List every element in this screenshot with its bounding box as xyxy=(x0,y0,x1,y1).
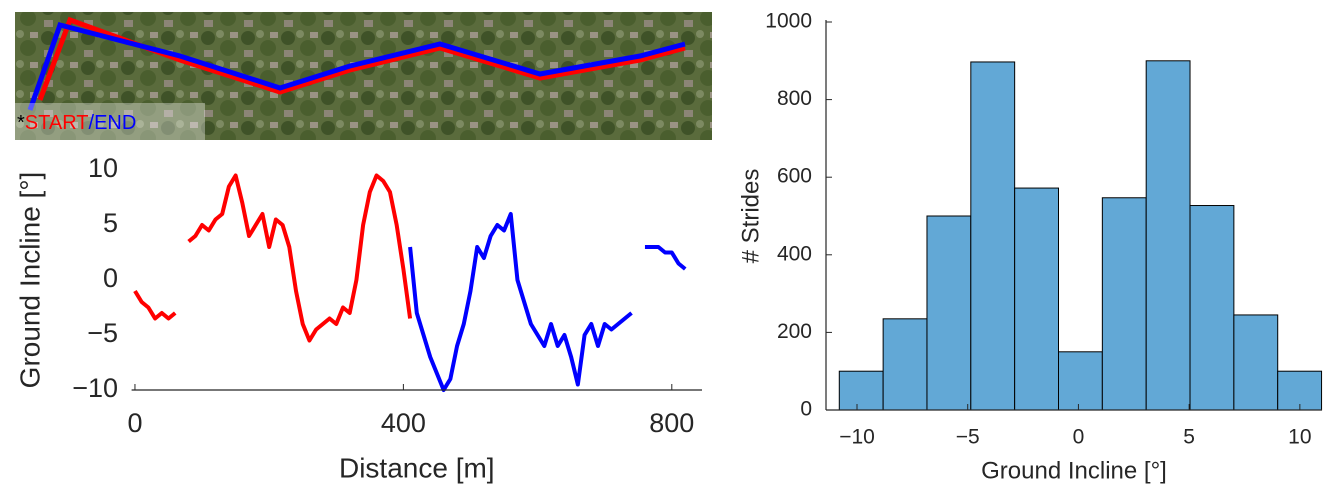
y-tick-label: 0 xyxy=(103,263,118,293)
x-axis-label: Ground Incline [°] xyxy=(981,457,1167,484)
x-tick-label: 10 xyxy=(1288,426,1311,449)
bar xyxy=(971,62,1015,410)
end: END xyxy=(94,112,136,134)
y-tick-label: 1000 xyxy=(765,10,812,33)
x-tick-label: 0 xyxy=(1073,426,1085,449)
line-series xyxy=(410,214,631,390)
bar xyxy=(927,216,971,410)
bar xyxy=(1146,61,1190,410)
bar xyxy=(1190,206,1234,410)
bar xyxy=(1102,198,1146,410)
x-tick-label: 400 xyxy=(381,408,426,438)
bar xyxy=(1015,188,1059,410)
line-series xyxy=(645,247,685,269)
y-axis-label: Ground Incline [°] xyxy=(14,172,45,389)
y-tick-label: −5 xyxy=(87,318,118,348)
y-tick-label: 800 xyxy=(777,87,812,110)
x-tick-label: −10 xyxy=(839,426,875,449)
map: *START/END xyxy=(15,12,712,140)
y-tick-label: 600 xyxy=(777,165,812,188)
line-series xyxy=(189,176,410,341)
y-tick-label: −10 xyxy=(72,373,118,403)
map-legend: *START/END xyxy=(17,112,136,134)
line-series xyxy=(135,291,175,319)
y-tick-label: 10 xyxy=(88,153,118,183)
bar xyxy=(883,319,927,410)
x-tick-label: 800 xyxy=(649,408,694,438)
star: * xyxy=(17,112,25,134)
x-axis-label: Distance [m] xyxy=(339,452,495,483)
y-tick-label: 400 xyxy=(777,242,812,265)
y-axis-label: # Strides xyxy=(737,169,764,264)
y-tick-label: 0 xyxy=(800,398,812,421)
start: START xyxy=(25,112,89,134)
figure: *START/END 0 400 800 −10 −5 0 5 10 Distance [m] G… xyxy=(0,0,1325,490)
bar xyxy=(839,371,883,410)
bar xyxy=(1234,315,1278,410)
x-tick-label: −5 xyxy=(956,426,980,449)
y-tick-label: 200 xyxy=(777,320,812,343)
x-tick-label: 0 xyxy=(127,408,142,438)
bar xyxy=(1059,352,1103,410)
y-tick-label: 5 xyxy=(103,208,118,238)
x-tick-label: 5 xyxy=(1183,426,1195,449)
